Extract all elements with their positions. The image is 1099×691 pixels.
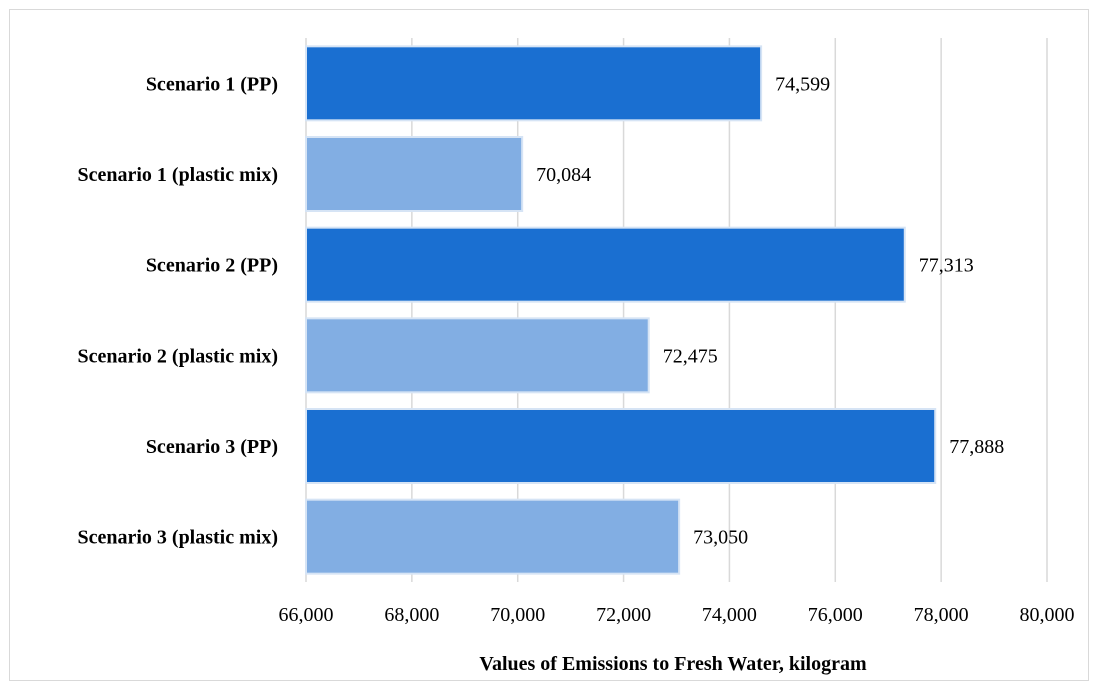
bar: [305, 498, 681, 575]
bar: [305, 45, 763, 122]
bar-value-label: 74,599: [775, 73, 830, 95]
bar: [305, 317, 650, 394]
category-label: Scenario 3 (plastic mix): [77, 527, 278, 549]
bar: [305, 408, 937, 484]
bar-value-label: 70,084: [536, 164, 591, 186]
category-labels: Scenario 1 (PP) Scenario 1 (plastic mix) S…: [77, 73, 278, 548]
category-label: Scenario 2 (plastic mix): [77, 345, 278, 367]
x-tick-label: 76,000: [808, 604, 863, 626]
x-tick-label: 68,000: [384, 604, 439, 626]
category-label: Scenario 1 (PP): [146, 73, 278, 95]
bar-value-label: 77,888: [949, 436, 1004, 458]
bar-value-label: 72,475: [663, 345, 718, 367]
bar-value-label: 73,050: [693, 527, 748, 549]
bar: [305, 226, 906, 303]
x-tick-label: 72,000: [596, 604, 651, 626]
x-tick-label: 70,000: [490, 604, 545, 626]
x-tick-label: 66,000: [279, 604, 334, 626]
gridlines: [305, 38, 1048, 582]
bar: [305, 136, 524, 212]
category-label: Scenario 2 (PP): [146, 255, 278, 277]
x-axis-title: Values of Emissions to Fresh Water, kilo…: [479, 653, 867, 675]
bars: [305, 45, 937, 575]
value-labels: 74,599 70,084 77,313 72,475 77,888 73,050: [536, 73, 1004, 548]
x-tick-label: 80,000: [1020, 604, 1075, 626]
x-tick-label: 78,000: [914, 604, 969, 626]
x-tick-label: 74,000: [702, 604, 757, 626]
category-label: Scenario 3 (PP): [146, 436, 278, 458]
bar-value-label: 77,313: [919, 255, 974, 277]
x-tick-labels: 66,000 68,000 70,000 72,000 74,000 76,000 78,0…: [279, 604, 1075, 626]
category-label: Scenario 1 (plastic mix): [77, 164, 278, 186]
